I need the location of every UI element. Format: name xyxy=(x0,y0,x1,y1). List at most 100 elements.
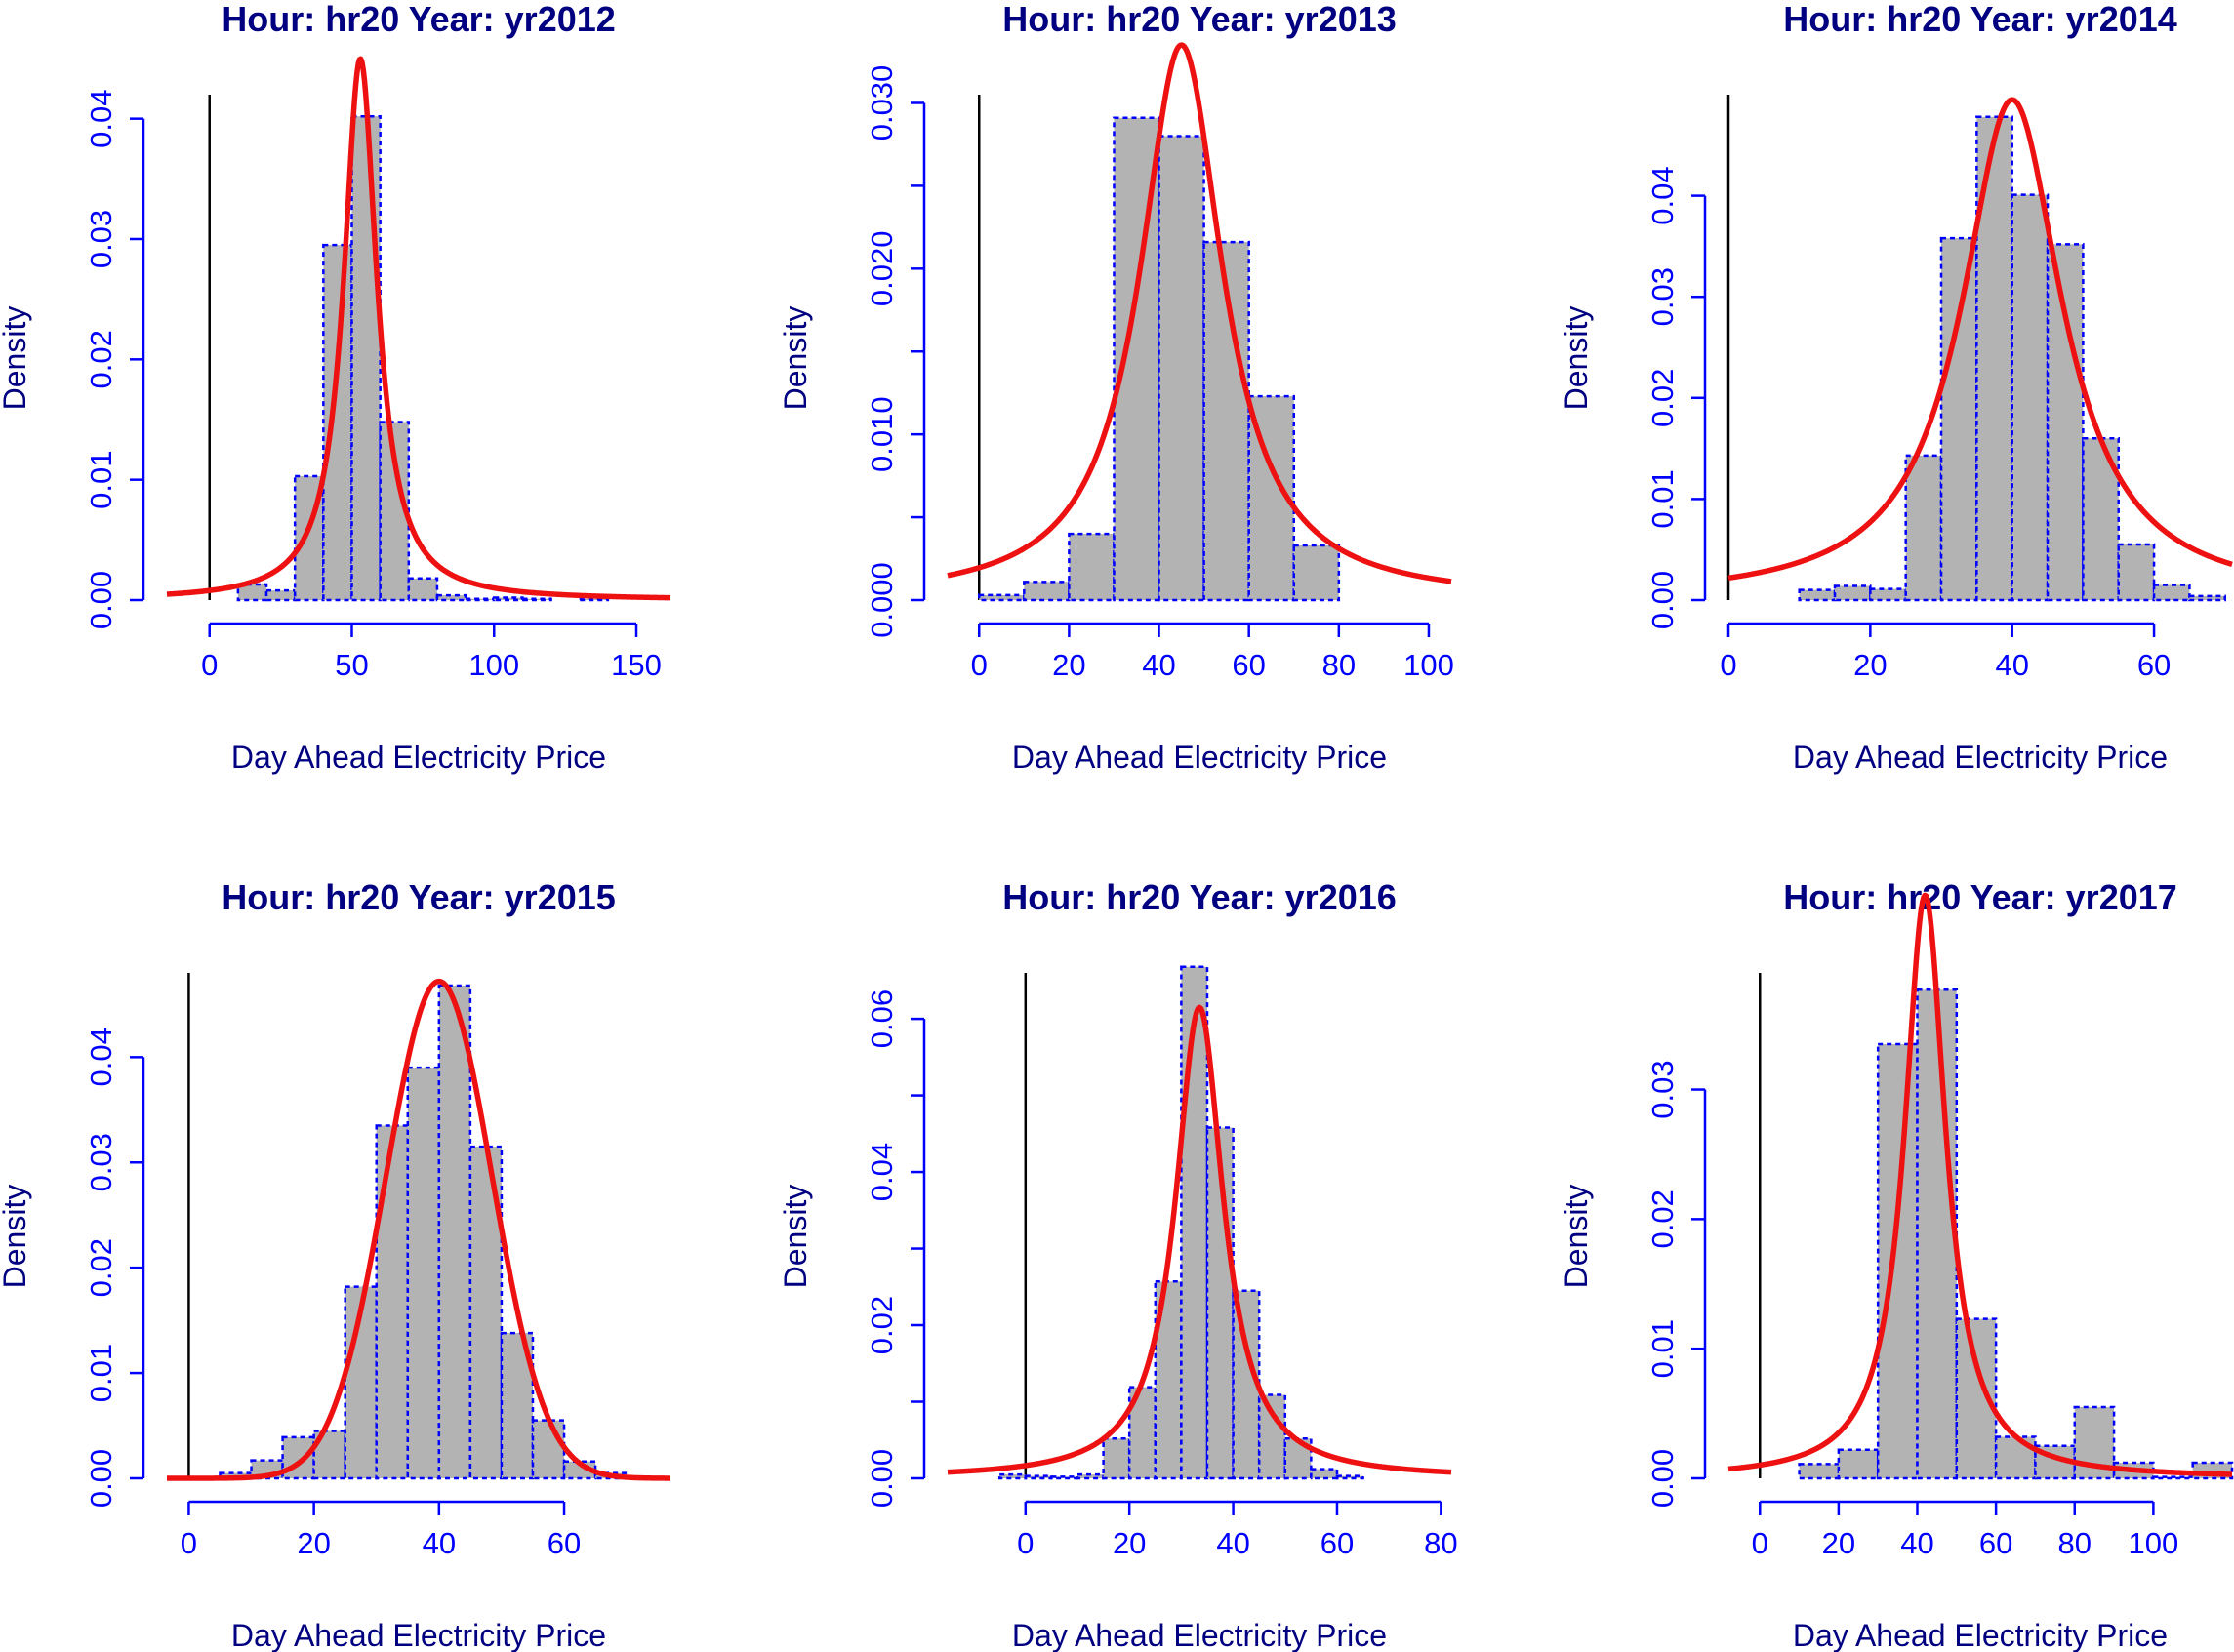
x-axis-label: Day Ahead Electricity Price xyxy=(1793,740,2168,775)
histogram-bar xyxy=(2152,584,2191,602)
x-tick-label: 100 xyxy=(1403,648,1454,682)
histogram-bar xyxy=(1102,1436,1131,1480)
density-curve xyxy=(946,1004,1453,1475)
histogram-bar xyxy=(1916,988,1959,1480)
histogram-bar xyxy=(406,1066,441,1480)
plot-area: 0 20 40 60 80 100 0.000 0.010 0.020 0.030 xyxy=(865,42,1454,682)
histogram-bar xyxy=(1904,454,1943,602)
histogram-bar xyxy=(1024,1474,1053,1480)
panel-title: Hour: hr20 Year: yr2016 xyxy=(1002,877,1397,917)
plot-area: 0 20 40 60 80 100 0.00 0.01 0.02 0.03 xyxy=(1645,892,2234,1560)
x-axis-label: Day Ahead Electricity Price xyxy=(231,740,606,775)
histogram-bar xyxy=(2152,1475,2194,1480)
x-tick-label: 40 xyxy=(1216,1526,1249,1560)
histogram-bar xyxy=(1180,965,1209,1480)
y-tick-label: 0.020 xyxy=(865,231,899,307)
y-tick-label: 0.03 xyxy=(1645,1060,1680,1118)
x-tick-label: 40 xyxy=(1142,648,1175,682)
panel-1: Hour: hr20 Year: yr2012 Day Ahead Electr… xyxy=(0,0,672,775)
histogram-bar xyxy=(1310,1468,1339,1480)
histogram-bar xyxy=(1869,587,1907,602)
density-curve xyxy=(165,978,672,1481)
histogram-bar xyxy=(1257,1393,1287,1480)
panel-3: Hour: hr20 Year: yr2014 Day Ahead Electr… xyxy=(1559,0,2234,775)
histogram-bar xyxy=(2046,243,2085,602)
density-curve xyxy=(946,42,1453,584)
y-tick-label: 0.000 xyxy=(865,562,899,638)
x-tick-label: 60 xyxy=(2137,648,2171,682)
x-axis-label: Day Ahead Electricity Price xyxy=(1793,1618,2168,1652)
x-tick-label: 20 xyxy=(1822,1526,1855,1560)
x-axis-label: Day Ahead Electricity Price xyxy=(1012,740,1387,775)
y-axis-label: Density xyxy=(778,1185,813,1289)
x-tick-label: 80 xyxy=(2058,1526,2092,1560)
histogram-bar xyxy=(1076,1472,1105,1480)
y-tick-label: 0.01 xyxy=(1645,1319,1680,1378)
histogram-bar xyxy=(531,1419,566,1480)
histogram-bar xyxy=(1050,1475,1079,1480)
y-axis-label: Density xyxy=(778,306,813,411)
histogram-bar xyxy=(997,1472,1028,1480)
x-tick-label: 100 xyxy=(468,648,519,682)
x-tick-label: 0 xyxy=(1017,1526,1034,1560)
y-tick-label: 0.010 xyxy=(865,396,899,472)
y-axis-label: Density xyxy=(0,1185,32,1289)
histogram-bar xyxy=(281,1435,315,1480)
panel-5: Hour: hr20 Year: yr2016 Day Ahead Electr… xyxy=(778,877,1458,1652)
histogram-bar xyxy=(435,593,467,602)
x-tick-label: 20 xyxy=(1052,648,1085,682)
histogram-bar xyxy=(521,597,552,602)
histogram-bar xyxy=(2117,543,2156,602)
y-axis-label: Density xyxy=(1559,306,1594,411)
y-tick-label: 0.00 xyxy=(84,1449,118,1508)
panel-title: Hour: hr20 Year: yr2012 xyxy=(222,0,616,39)
x-tick-label: 0 xyxy=(1720,648,1736,682)
histogram-bar xyxy=(2011,193,2050,602)
y-tick-label: 0.03 xyxy=(84,1133,118,1191)
y-axis-label: Density xyxy=(1559,1185,1594,1289)
histogram-bar xyxy=(1876,1042,1919,1480)
x-tick-label: 60 xyxy=(548,1526,581,1560)
y-tick-label: 0.02 xyxy=(1645,369,1680,427)
y-tick-label: 0.04 xyxy=(1645,166,1680,224)
x-tick-label: 0 xyxy=(201,648,218,682)
panel-title: Hour: hr20 Year: yr2013 xyxy=(1002,0,1397,39)
x-axis-label: Day Ahead Electricity Price xyxy=(1012,1618,1387,1652)
y-tick-label: 0.01 xyxy=(84,450,118,508)
x-tick-label: 20 xyxy=(297,1526,330,1560)
density-curve xyxy=(1726,892,2234,1477)
histogram-bar xyxy=(578,597,610,602)
y-tick-label: 0.04 xyxy=(865,1143,899,1201)
x-tick-label: 80 xyxy=(1322,648,1356,682)
x-tick-label: 150 xyxy=(611,648,662,682)
y-tick-label: 0.06 xyxy=(865,989,899,1048)
histogram-bar xyxy=(322,243,353,602)
y-tick-label: 0.00 xyxy=(865,1449,899,1508)
histogram-bar xyxy=(1023,581,1071,602)
y-axis-label: Density xyxy=(0,306,32,411)
x-tick-label: 0 xyxy=(181,1526,197,1560)
x-tick-label: 40 xyxy=(1900,1526,1933,1560)
histogram-bar xyxy=(350,114,382,602)
y-tick-label: 0.03 xyxy=(1645,267,1680,326)
plot-area: 0 20 40 60 0.00 0.01 0.02 0.03 0.04 xyxy=(1645,95,2234,682)
x-tick-label: 60 xyxy=(1320,1526,1354,1560)
histogram-bar xyxy=(493,596,524,602)
panel-title: Hour: hr20 Year: yr2015 xyxy=(222,877,616,917)
x-tick-label: 100 xyxy=(2129,1526,2179,1560)
histogram-bar xyxy=(1798,1463,1841,1480)
histogram-bar xyxy=(1335,1474,1364,1480)
histogram-bar xyxy=(407,577,439,602)
y-tick-label: 0.04 xyxy=(84,1027,118,1086)
histogram-bar xyxy=(264,588,297,602)
histogram-bar xyxy=(1158,135,1205,602)
plot-area: 0 50 100 150 0.00 0.01 0.02 0.03 0.04 xyxy=(84,56,672,682)
y-tick-label: 0.02 xyxy=(84,1238,118,1297)
y-tick-label: 0.02 xyxy=(865,1296,899,1354)
y-tick-label: 0.04 xyxy=(84,89,118,147)
histogram-bar xyxy=(464,597,496,602)
x-tick-label: 80 xyxy=(1424,1526,1457,1560)
y-tick-label: 0.00 xyxy=(84,571,118,629)
plot-area: 0 20 40 60 80 0.00 0.02 0.04 0.06 xyxy=(865,965,1458,1560)
